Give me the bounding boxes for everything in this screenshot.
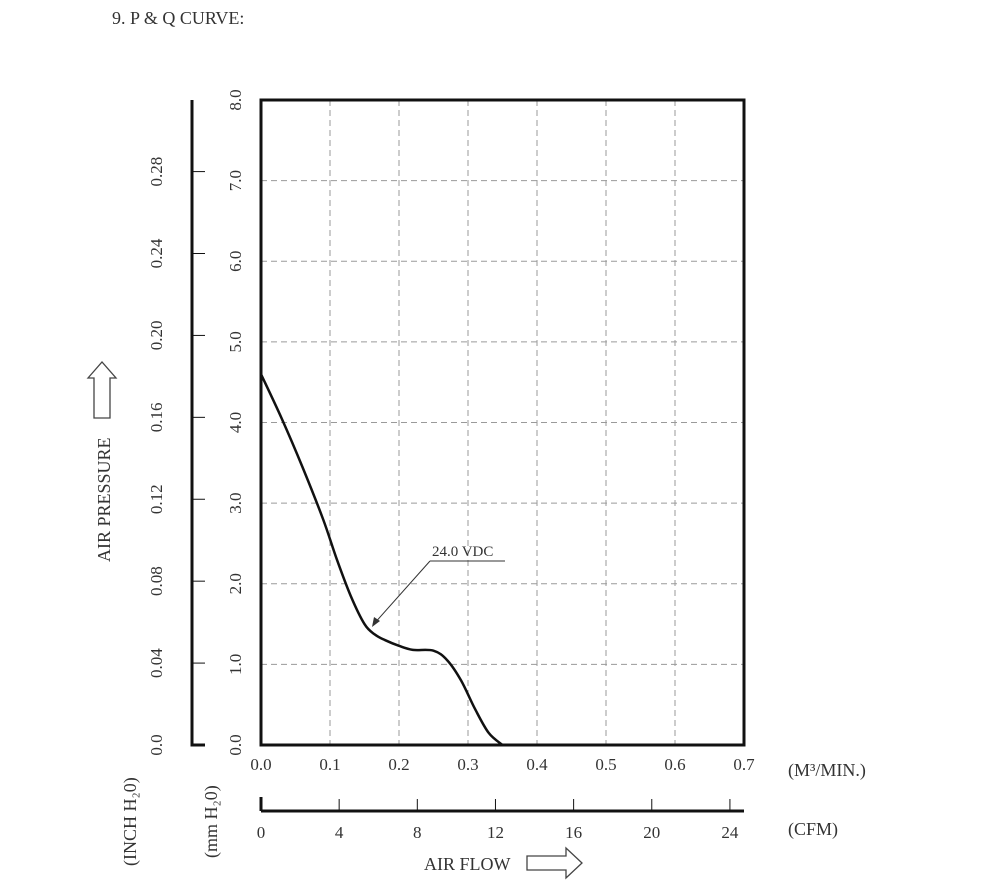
y-axis-label: AIR PRESSURE [94,437,114,562]
inch-unit-label: (INCH H₂0) [120,777,141,866]
cfm-tick-label: 8 [413,823,422,842]
mm-tick-label: 3.0 [226,493,245,514]
m3-tick-label: 0.6 [664,755,685,774]
mm-unit-label: (mm H₂0) [201,785,222,858]
inch-tick-label: 0.28 [147,157,166,187]
inch-tick-label: 0.04 [147,648,166,678]
m3-tick-labels: 0.0 0.1 0.2 0.3 0.4 0.5 0.6 0.7 [250,755,755,774]
mm-tick-label: 5.0 [226,331,245,352]
inch-tick-label: 0.12 [147,484,166,514]
grid-lines [261,100,744,745]
mm-tick-labels: 0.0 1.0 2.0 3.0 4.0 5.0 6.0 7.0 8.0 [226,89,245,755]
mm-tick-label: 6.0 [226,251,245,272]
annotation-leader [372,560,431,626]
cfm-unit-label: (CFM) [788,819,838,840]
mm-tick-label: 2.0 [226,573,245,594]
m3-tick-label: 0.2 [388,755,409,774]
series-label: 24.0 VDC [432,544,493,560]
cfm-tick-label: 16 [565,823,582,842]
inch-tick-label: 0.24 [147,238,166,268]
m3-unit-label: (M³/MIN.) [788,760,866,781]
mm-tick-label: 1.0 [226,654,245,675]
mm-tick-label: 0.0 [226,734,245,755]
cfm-tick-label: 24 [721,823,739,842]
mm-tick-label: 7.0 [226,170,245,191]
inch-tick-label: 0.0 [147,734,166,755]
cfm-tick-label: 12 [487,823,504,842]
x-axis-label: AIR FLOW [424,854,511,874]
m3-tick-label: 0.0 [250,755,271,774]
annotation-arrowhead [372,617,380,627]
inch-tick-labels: 0.0 0.04 0.08 0.12 0.16 0.20 0.24 0.28 [147,157,205,756]
series-24vdc-line [259,373,504,746]
mm-tick-label: 8.0 [226,89,245,110]
m3-tick-label: 0.4 [526,755,548,774]
mm-tick-label: 4.0 [226,412,245,433]
section-title: 9. P & Q CURVE: [112,8,244,28]
airflow-arrow-icon [526,846,583,880]
cfm-tick-label: 0 [257,823,266,842]
inch-axis-line [190,100,205,747]
m3-tick-label: 0.5 [595,755,616,774]
cfm-axis: 0 4 8 12 16 20 24 [257,797,744,842]
inch-tick-label: 0.08 [147,566,166,596]
inch-tick-label: 0.20 [147,321,166,351]
cfm-tick-label: 4 [335,823,344,842]
m3-tick-label: 0.7 [733,755,755,774]
cfm-tick-label: 20 [643,823,660,842]
m3-tick-label: 0.3 [457,755,478,774]
pressure-arrow-icon [86,361,118,419]
m3-tick-label: 0.1 [319,755,340,774]
inch-tick-label: 0.16 [147,402,166,432]
